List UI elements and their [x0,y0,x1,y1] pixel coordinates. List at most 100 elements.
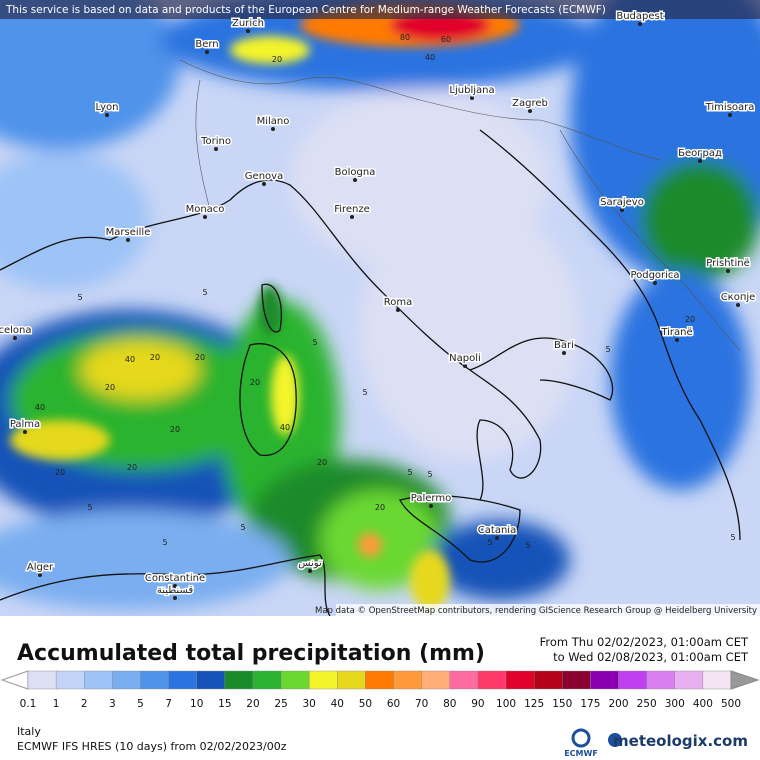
legend-panel: Accumulated total precipitation (mm) Fro… [0,635,760,758]
contour-label: 80 [400,33,410,42]
city-marker [653,281,657,285]
attribution-bg [336,604,760,616]
city-label: Београд [678,148,722,159]
city-label: Catania [478,525,516,536]
city-label: Zurich [232,18,264,29]
contour-label: 5 [487,538,492,547]
contour-label: 5 [730,533,735,542]
map: This service is based on data and produc… [0,0,760,616]
city-label: Bari [554,340,574,351]
legend-tick-label: 500 [721,698,741,710]
contour-label: 40 [125,355,135,364]
city-marker [463,364,467,368]
city-marker [205,50,209,54]
legend-tick-label: 70 [415,698,428,710]
legend-tick-label: 25 [274,698,287,710]
legend-tick-label: 5 [137,698,144,710]
legend-tick-label: 50 [359,698,372,710]
legend-swatch [140,670,169,690]
legend-tick-label: 40 [331,698,344,710]
city-marker [23,430,27,434]
notice-bar [0,0,760,19]
legend-swatch [477,670,507,690]
legend-tick-label: 100 [496,698,516,710]
legend-tick-label: 30 [303,698,316,710]
legend-swatch [224,670,254,690]
legend-tick-label: 3 [109,698,116,710]
legend-swatch [337,670,366,690]
legend-swatch [533,670,563,690]
region: Italy [17,725,41,738]
legend-swatch [449,670,479,690]
legend-swatch [280,670,310,690]
city-label: Palermo [411,493,451,504]
city-label: Zagreb [512,98,548,109]
city-marker [350,215,354,219]
legend-tick-label: 200 [608,698,628,710]
city-label: تونس [298,558,322,569]
borders [179,59,741,351]
contour-label: 60 [441,35,451,44]
legend-arrow-high [730,670,760,690]
contour-label: 5 [312,338,317,347]
contour-label: 40 [35,403,45,412]
notice: This service is based on data and produc… [5,4,606,16]
city-marker [728,113,732,117]
brand-logo [608,733,622,747]
contour-label: 20 [55,468,65,477]
legend-swatch [618,670,647,690]
legend-tick-label: 150 [552,698,572,710]
legend-swatch [702,670,732,690]
contour-label: 5 [240,523,245,532]
city-marker [308,569,312,573]
city-marker [562,351,566,355]
contour-label: 5 [202,288,207,297]
city-marker [429,504,433,508]
city-marker [620,208,624,212]
contour-label: 20 [127,463,137,472]
legend-swatch [252,670,282,690]
city-marker [203,215,207,219]
contour-label: 5 [407,468,412,477]
city-label: Скопје [721,291,756,303]
attribution: Map data © OpenStreetMap contributors, r… [315,606,757,616]
contour-label: 5 [525,541,530,550]
city-label: Palma [10,419,40,430]
legend-tick-label: 10 [190,698,203,710]
contour-label: 20 [375,503,385,512]
city-marker [271,127,275,131]
legend-tick-label: 400 [693,698,713,710]
ecmwf-logo [571,728,591,748]
title: Accumulated total precipitation (mm) [17,641,485,666]
legend-tick-label: 300 [665,698,685,710]
legend-tick-label: 2 [81,698,88,710]
city-label: Budapest [616,11,663,22]
model: ECMWF IFS HRES (10 days) from 02/02/2023… [17,740,287,753]
city-label: Sarajevo [600,197,644,208]
city-marker [262,182,266,186]
legend-tick-label: 90 [471,698,484,710]
city-label: Timisoara [705,102,755,113]
legend-swatch [562,670,591,690]
legend-tick-label: 175 [580,698,600,710]
legend-tick-label: 80 [443,698,456,710]
city-marker [173,596,177,600]
city-label: Bologna [335,167,376,178]
legend-swatch [505,670,535,690]
city-marker [528,109,532,113]
legend-swatch [196,670,226,690]
city-marker [105,113,109,117]
city-label: قسنطينة [157,585,194,596]
city-label: celona [0,325,32,336]
contour-label: 5 [87,503,92,512]
city-label: Genova [245,171,283,182]
city-marker [495,536,499,540]
city-label: Podgorica [630,270,679,281]
coastlines [0,129,741,616]
city-marker [675,338,679,342]
legend-swatch [421,670,450,690]
city-label: Monaco [186,204,225,215]
city-label: Prishtinë [706,258,749,269]
city-marker [246,29,250,33]
legend-swatch [27,670,57,690]
